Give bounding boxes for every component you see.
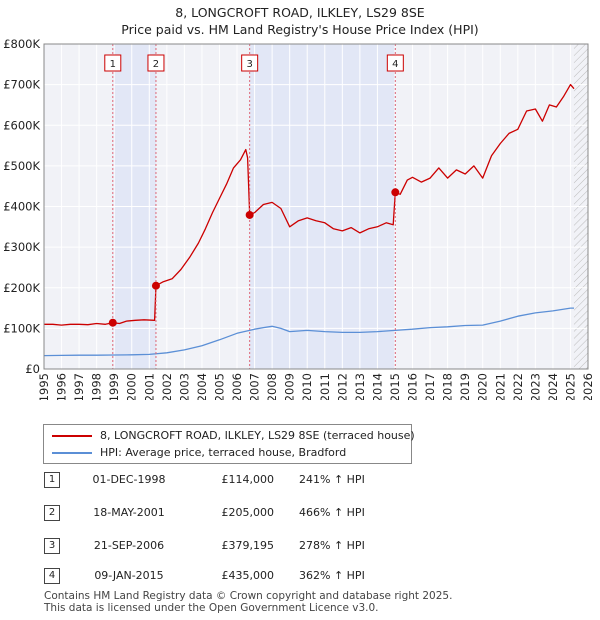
x-tick-label: 1999 [107, 373, 121, 400]
y-tick-label: £800K [3, 37, 40, 51]
x-tick-label: 2016 [406, 373, 420, 400]
x-tick-label: 1996 [55, 373, 69, 400]
x-tick-label: 2000 [125, 373, 139, 400]
transaction-label: 1 [110, 59, 116, 70]
table-row: 1 01-DEC-1998 £114,000 241% ↑ HPI [44, 472, 404, 490]
x-tick-label: 2005 [212, 373, 226, 400]
transaction-price: £114,000 [221, 473, 275, 486]
x-tick-label: 2024 [546, 373, 560, 400]
transaction-price: £435,000 [221, 569, 275, 582]
x-tick-label: 2017 [423, 373, 437, 400]
transaction-number-badge: 1 [44, 472, 60, 488]
legend-label-hpi: HPI: Average price, terraced house, Brad… [100, 446, 347, 459]
table-row: 2 18-MAY-2001 £205,000 466% ↑ HPI [44, 505, 404, 523]
transaction-number-badge: 3 [44, 538, 60, 554]
transaction-label: 2 [153, 59, 159, 70]
hpi-series-line [43, 307, 574, 357]
x-tick-label: 2003 [177, 373, 191, 400]
x-tick-label: 2014 [370, 373, 384, 400]
x-tick-label: 2015 [388, 373, 402, 400]
x-tick-label: 2006 [230, 373, 244, 400]
x-tick-label: 1998 [90, 373, 104, 400]
legend-label-property: 8, LONGCROFT ROAD, ILKLEY, LS29 8SE (ter… [100, 429, 415, 442]
transaction-hpi-change: 362% ↑ HPI [299, 569, 365, 582]
x-tick-label: 2008 [265, 373, 279, 400]
x-tick-label: 1997 [72, 373, 86, 400]
chart-title: 8, LONGCROFT ROAD, ILKLEY, LS29 8SE [175, 5, 425, 20]
x-tick-label: 2009 [283, 373, 297, 400]
transaction-price: £379,195 [221, 539, 275, 552]
transaction-price: £205,000 [221, 506, 275, 519]
transaction-label-box [104, 54, 122, 72]
x-tick-label: 2019 [458, 373, 472, 400]
y-tick-label: £700K [3, 78, 40, 92]
transaction-point [245, 210, 254, 219]
transaction-point [391, 188, 400, 197]
x-tick-label: 2022 [511, 373, 525, 400]
x-tick-label: 2026 [581, 373, 595, 400]
transaction-label-box [147, 54, 165, 72]
x-tick-label: 2011 [318, 373, 332, 400]
x-tick-label: 2025 [563, 373, 577, 400]
transaction-point [151, 281, 160, 290]
transaction-date: 01-DEC-1998 [92, 473, 166, 486]
plot-area-frame [43, 43, 589, 370]
transaction-number-badge: 2 [44, 505, 60, 521]
y-tick-label: £100K [3, 321, 40, 335]
transaction-point [108, 318, 117, 327]
footer-copyright: Contains HM Land Registry data © Crown c… [44, 590, 453, 602]
y-tick-label: £500K [3, 159, 40, 173]
transaction-date: 21-SEP-2006 [93, 539, 165, 552]
x-tick-label: 2021 [493, 373, 507, 400]
price-chart: 1 2 3 4 £0 £100K £200K £300K £400K £500K £600K £70… [3, 37, 595, 400]
x-tick-label: 2023 [528, 373, 542, 400]
x-tick-label: 2002 [160, 373, 174, 400]
transaction-label: 3 [246, 59, 252, 70]
property-series-line [44, 83, 575, 326]
table-row: 3 21-SEP-2006 £379,195 278% ↑ HPI [44, 538, 404, 556]
transaction-number-badge: 4 [44, 568, 60, 584]
chart-legend: 8, LONGCROFT ROAD, ILKLEY, LS29 8SE (ter… [43, 424, 415, 464]
y-tick-label: £300K [3, 240, 40, 254]
transaction-hpi-change: 241% ↑ HPI [299, 473, 365, 486]
x-tick-label: 2010 [300, 373, 314, 400]
y-tick-label: £600K [3, 118, 40, 132]
footer-notice: Contains HM Land Registry data © Crown c… [44, 590, 452, 614]
transaction-hpi-change: 466% ↑ HPI [299, 506, 365, 519]
chart-subtitle: Price paid vs. HM Land Registry's House … [121, 22, 479, 37]
transaction-date: 09-JAN-2015 [94, 569, 164, 582]
footer-licence: This data is licensed under the Open Gov… [44, 602, 379, 614]
x-tick-label: 2020 [476, 373, 490, 400]
transaction-label-box [386, 54, 404, 72]
x-tick-label: 2018 [441, 373, 455, 400]
legend-swatch-property [52, 435, 92, 437]
x-tick-label: 2013 [353, 373, 367, 400]
x-tick-label: 2012 [335, 373, 349, 400]
x-tick-label: 2007 [248, 373, 262, 400]
transaction-label: 4 [392, 59, 398, 70]
x-tick-label: 2001 [142, 373, 156, 400]
legend-swatch-hpi [52, 452, 92, 454]
transaction-date: 18-MAY-2001 [93, 506, 165, 519]
x-tick-label: 2004 [195, 373, 209, 400]
y-tick-label: £0 [25, 362, 40, 376]
x-tick-label: 1995 [37, 373, 51, 400]
transaction-label-box [241, 54, 259, 72]
y-tick-label: £200K [3, 281, 40, 295]
table-row: 4 09-JAN-2015 £435,000 362% ↑ HPI [44, 568, 404, 586]
transaction-hpi-change: 278% ↑ HPI [299, 539, 365, 552]
y-tick-label: £400K [3, 200, 40, 214]
